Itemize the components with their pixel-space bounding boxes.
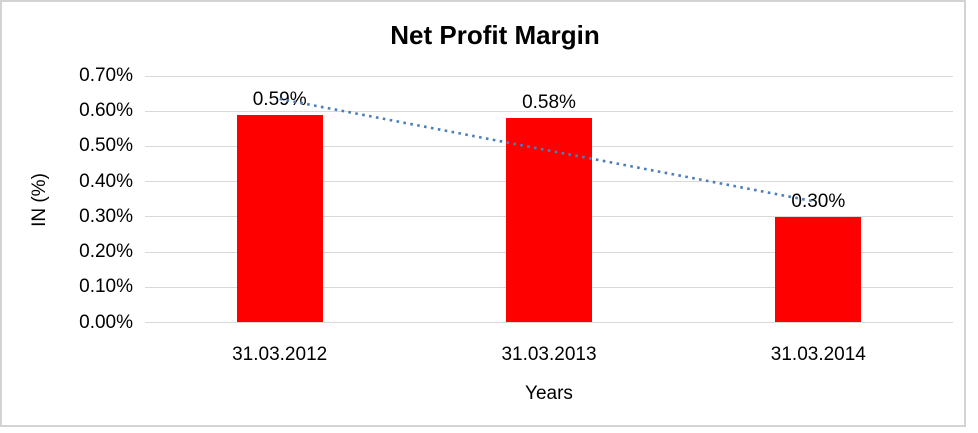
y-tick-label: 0.30% [79, 205, 133, 227]
bar-data-label: 0.59% [252, 88, 307, 110]
bar-31.03.2012 [236, 114, 323, 323]
bar-data-label: 0.58% [522, 92, 576, 114]
x-tick-label: 31.03.2014 [770, 344, 866, 365]
y-tick-label: 0.70% [79, 65, 133, 86]
y-tick-label: 0.20% [79, 241, 133, 263]
x-tick-label: 31.03.2013 [501, 344, 597, 365]
x-tick-label: 31.03.2012 [232, 344, 328, 365]
y-tick-label: 0.50% [79, 135, 133, 157]
chart-title: Net Profit Margin [390, 20, 600, 50]
y-tick-label: 0.00% [79, 311, 133, 333]
gridline [145, 322, 953, 323]
bar-31.03.2014 [775, 216, 862, 323]
y-tick-label: 0.60% [79, 100, 133, 122]
chart-frame [0, 0, 966, 427]
gridline [145, 75, 953, 77]
bar-data-label: 0.30% [791, 190, 846, 212]
y-tick-label: 0.40% [79, 170, 133, 192]
x-axis-title: Years [525, 383, 573, 404]
bar-31.03.2013 [506, 118, 592, 323]
y-tick-label: 0.10% [79, 276, 133, 298]
